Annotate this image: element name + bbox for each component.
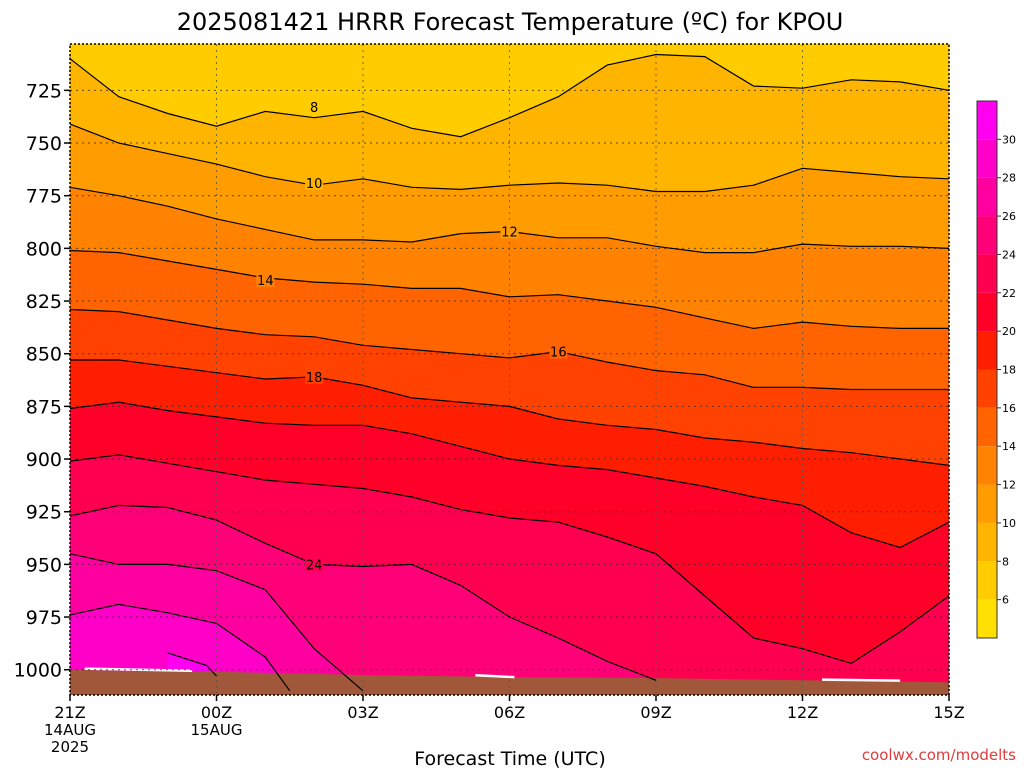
contour-label: 14 — [257, 274, 274, 289]
colorbar-swatch — [977, 522, 997, 562]
x-tick-label: 06Z — [494, 703, 525, 722]
chart-title: 2025081421 HRRR Forecast Temperature (ºC… — [177, 8, 844, 36]
colorbar-tick-label: 6 — [1002, 594, 1009, 607]
contour-line — [69, 401, 950, 549]
colorbar-swatch — [977, 177, 997, 217]
ground-edge — [822, 678, 901, 682]
contour-line — [69, 553, 364, 692]
ground — [70, 669, 949, 695]
colorbar-tick-label: 22 — [1002, 287, 1016, 300]
contour-line — [70, 359, 950, 466]
contour-line — [69, 249, 949, 330]
x-tick-label: 12Z — [787, 703, 818, 722]
colorbar-swatch — [977, 139, 997, 178]
contour-label: 8 — [310, 101, 318, 116]
contour-line — [69, 454, 950, 665]
colorbar-tick-label: 12 — [1002, 479, 1016, 492]
contour-line — [69, 504, 657, 681]
contour-label: 10 — [306, 177, 323, 192]
colorbar-swatch — [977, 254, 997, 293]
colorbar-tick-label: 10 — [1002, 517, 1016, 530]
y-tick-label: 725 — [26, 80, 62, 102]
y-tick-label: 950 — [26, 554, 62, 576]
contour-label-bg — [305, 175, 324, 191]
contour-label: 16 — [550, 346, 567, 361]
y-tick-label: 900 — [26, 449, 62, 471]
colorbar-tick-label: 26 — [1002, 210, 1016, 223]
colorbar-swatch — [977, 331, 997, 370]
colorbar-swatch — [977, 292, 997, 332]
contour-lines — [69, 53, 950, 692]
colorbar-tick-label: 24 — [1002, 248, 1016, 261]
y-axis: 725 750 775 800 825 850 875 900 925 950 975 1000 — [14, 80, 70, 682]
y-tick-label: 775 — [26, 186, 62, 208]
x-tick-label: 15AUG — [191, 721, 243, 739]
plot-area — [70, 44, 949, 695]
contour-line — [69, 603, 291, 692]
colorbar-tick-label: 28 — [1002, 172, 1016, 185]
contour-line — [69, 308, 949, 391]
colorbar-swatch — [977, 484, 997, 523]
colorbar: 6 8 10 12 14 16 18 20 22 24 26 28 30 — [976, 100, 1016, 639]
colorbar-swatch — [977, 369, 997, 408]
contour-label-bg — [305, 99, 324, 115]
contour-label: 12 — [501, 226, 518, 241]
contour-line — [69, 53, 950, 138]
colorbar-tick-label: 16 — [1002, 402, 1016, 415]
contour-label: 18 — [306, 371, 323, 386]
colorbar-tick-label: 8 — [1002, 555, 1009, 568]
colorbar-swatch — [977, 561, 997, 600]
colorbar-swatch — [977, 446, 997, 485]
colorbar-tick-label: 30 — [1002, 133, 1016, 146]
y-tick-label: 825 — [26, 291, 62, 313]
y-tick-label: 975 — [26, 607, 62, 629]
y-tick-label: 850 — [26, 344, 62, 366]
colorbar-tick-label: 14 — [1002, 440, 1016, 453]
y-tick-label: 800 — [26, 238, 62, 260]
contour-label-bg — [500, 223, 519, 239]
contour-labels: 8 10 12 14 16 18 24 — [256, 99, 568, 573]
y-tick-label: 875 — [26, 396, 62, 418]
contour-line — [167, 652, 217, 677]
y-tick-label: 1000 — [14, 660, 62, 682]
contour-line — [69, 123, 950, 193]
y-tick-label: 925 — [26, 502, 62, 524]
colorbar-swatch — [977, 101, 997, 140]
contour-label-bg — [305, 368, 324, 384]
colorbar-swatch — [977, 216, 997, 255]
credit-text: coolwx.com/modelts — [862, 746, 1016, 764]
ground-edge — [84, 667, 193, 673]
contour-label: 24 — [306, 558, 323, 573]
colorbar-swatch — [977, 599, 997, 638]
x-tick-label: 00Z — [201, 703, 232, 722]
x-tick-label: 09Z — [640, 703, 671, 722]
y-tick-label: 750 — [26, 133, 62, 155]
x-tick-label: 03Z — [347, 703, 378, 722]
contour-label-bg — [549, 343, 568, 359]
x-tick-label: 21Z — [54, 703, 85, 722]
x-tick-label: 14AUG — [44, 721, 96, 739]
colorbar-swatch — [977, 407, 997, 447]
contour-label-bg — [256, 271, 275, 287]
ground-edge — [475, 673, 515, 679]
x-axis-label: Forecast Time (UTC) — [414, 748, 605, 768]
x-tick-label: 15Z — [933, 703, 964, 722]
colorbar-tick-label: 20 — [1002, 325, 1016, 338]
x-tick-label: 2025 — [51, 738, 89, 756]
contour-label-bg — [305, 556, 324, 572]
colorbar-tick-label: 18 — [1002, 364, 1016, 377]
